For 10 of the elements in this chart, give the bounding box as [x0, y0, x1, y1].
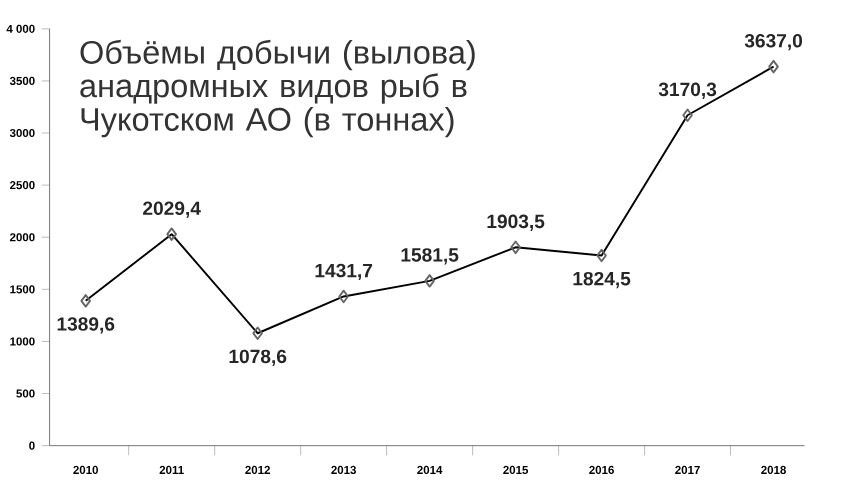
- data-label: 3170,3: [658, 82, 717, 100]
- data-label: 1078,6: [229, 349, 287, 367]
- data-label: 1903,5: [487, 214, 545, 232]
- data-label: 1824,5: [573, 272, 631, 289]
- data-label: 3637,0: [744, 34, 803, 51]
- data-label: 1431,7: [315, 264, 373, 281]
- data-label: 1389,6: [57, 317, 115, 334]
- text: Объёмы добычи (вылова) анадромных видов рыб в Чукотском АО (в тоннах): [80, 40, 475, 138]
- data-label: 2029,4: [143, 201, 201, 219]
- data-label: 1581,5: [401, 248, 459, 265]
